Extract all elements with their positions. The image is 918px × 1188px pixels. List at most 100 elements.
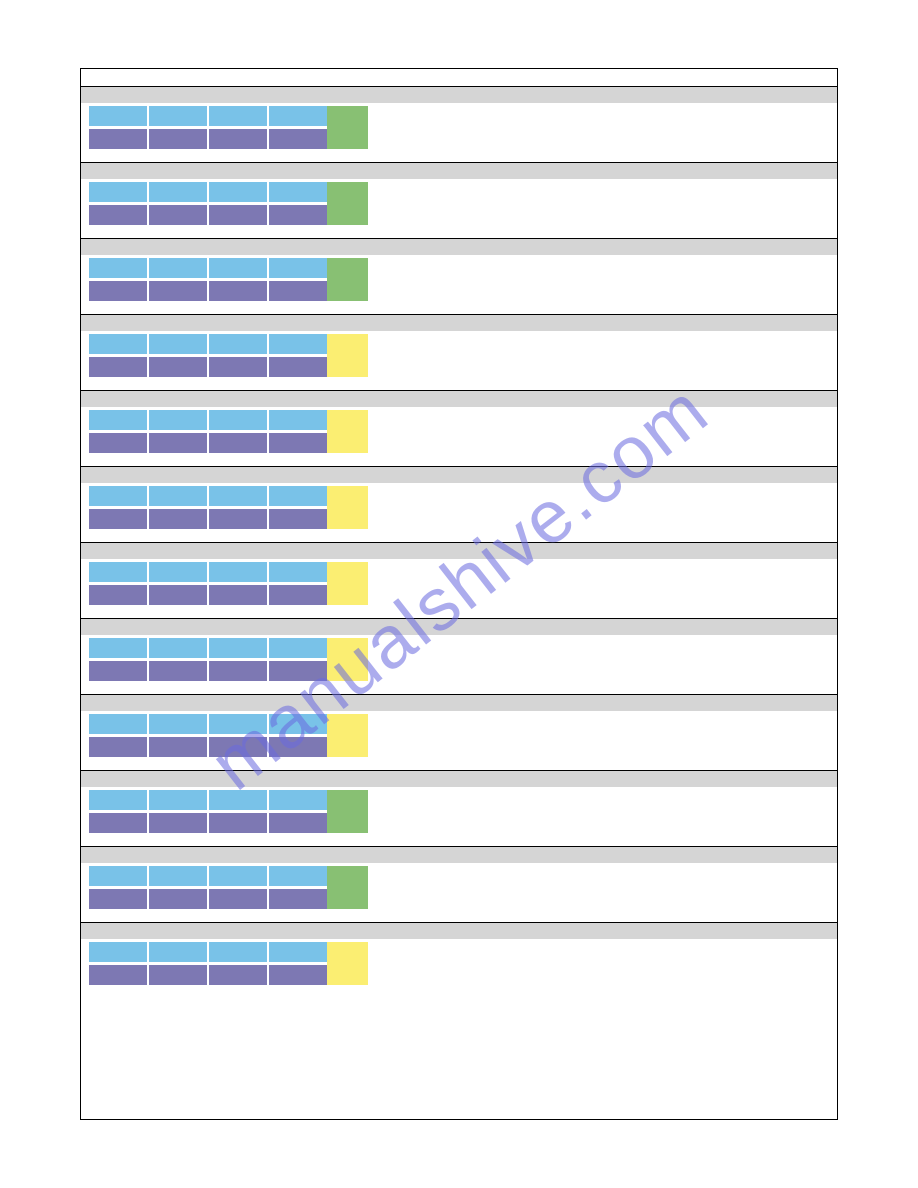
value-cell — [209, 661, 267, 681]
value-cell — [209, 585, 267, 605]
value-cell — [269, 205, 327, 225]
row-header — [81, 391, 837, 407]
value-cell — [149, 562, 207, 582]
value-cell — [89, 585, 147, 605]
value-cell — [269, 281, 327, 301]
value-cell — [269, 813, 327, 833]
value-cell — [89, 433, 147, 453]
value-cell — [149, 942, 207, 962]
row-header — [81, 619, 837, 635]
value-cell — [269, 106, 327, 126]
value-cell — [269, 866, 327, 886]
row-header — [81, 847, 837, 863]
value-cell — [89, 965, 147, 985]
value-row-purple — [89, 889, 327, 909]
value-cell — [149, 486, 207, 506]
value-cell — [149, 585, 207, 605]
value-row-blue — [89, 790, 327, 810]
value-row-purple — [89, 813, 327, 833]
value-cell — [89, 281, 147, 301]
row-header — [81, 87, 837, 103]
value-cell — [269, 334, 327, 354]
value-cell — [89, 737, 147, 757]
value-cell — [149, 433, 207, 453]
value-cell — [269, 965, 327, 985]
value-cell — [149, 965, 207, 985]
value-cell — [209, 737, 267, 757]
value-cell — [209, 334, 267, 354]
value-cell — [209, 129, 267, 149]
value-cell — [209, 433, 267, 453]
value-cell — [209, 357, 267, 377]
value-cell — [209, 106, 267, 126]
value-cell — [269, 509, 327, 529]
value-row-purple — [89, 205, 327, 225]
value-cell — [269, 790, 327, 810]
value-cell — [269, 410, 327, 430]
row-header — [81, 315, 837, 331]
value-cell — [209, 942, 267, 962]
value-cell — [89, 638, 147, 658]
status-indicator — [327, 258, 368, 301]
value-row-purple — [89, 509, 327, 529]
value-cell — [209, 509, 267, 529]
value-cell — [209, 813, 267, 833]
status-indicator — [327, 714, 368, 757]
status-indicator — [327, 638, 368, 681]
value-cell — [149, 357, 207, 377]
value-cell — [89, 889, 147, 909]
value-cell — [209, 205, 267, 225]
value-cell — [209, 790, 267, 810]
value-row-purple — [89, 965, 327, 985]
value-cell — [209, 281, 267, 301]
value-cell — [149, 410, 207, 430]
value-cell — [89, 486, 147, 506]
row-header — [81, 771, 837, 787]
value-cell — [89, 205, 147, 225]
row-header — [81, 543, 837, 559]
value-row-purple — [89, 585, 327, 605]
value-cell — [149, 737, 207, 757]
value-cell — [149, 714, 207, 734]
value-cell — [89, 357, 147, 377]
value-cell — [89, 790, 147, 810]
value-cell — [149, 638, 207, 658]
value-cell — [209, 562, 267, 582]
value-row-blue — [89, 866, 327, 886]
value-cell — [149, 889, 207, 909]
status-indicator — [327, 486, 368, 529]
value-cell — [269, 585, 327, 605]
value-cell — [269, 433, 327, 453]
value-row-blue — [89, 714, 327, 734]
value-cell — [209, 965, 267, 985]
value-cell — [89, 182, 147, 202]
value-cell — [149, 258, 207, 278]
value-cell — [89, 334, 147, 354]
value-cell — [269, 942, 327, 962]
value-row-blue — [89, 562, 327, 582]
value-row-purple — [89, 281, 327, 301]
value-row-blue — [89, 334, 327, 354]
status-indicator — [327, 866, 368, 909]
value-cell — [269, 562, 327, 582]
value-cell — [89, 813, 147, 833]
value-cell — [89, 866, 147, 886]
row-header — [81, 923, 837, 939]
value-cell — [269, 661, 327, 681]
value-cell — [269, 129, 327, 149]
value-cell — [269, 182, 327, 202]
status-indicator — [327, 334, 368, 377]
value-row-purple — [89, 357, 327, 377]
row-header — [81, 467, 837, 483]
status-indicator — [327, 182, 368, 225]
value-cell — [89, 562, 147, 582]
value-cell — [89, 106, 147, 126]
value-cell — [209, 866, 267, 886]
value-cell — [269, 357, 327, 377]
value-cell — [269, 638, 327, 658]
value-row-blue — [89, 258, 327, 278]
row-header — [81, 239, 837, 255]
value-row-blue — [89, 182, 327, 202]
value-row-blue — [89, 106, 327, 126]
value-cell — [89, 129, 147, 149]
